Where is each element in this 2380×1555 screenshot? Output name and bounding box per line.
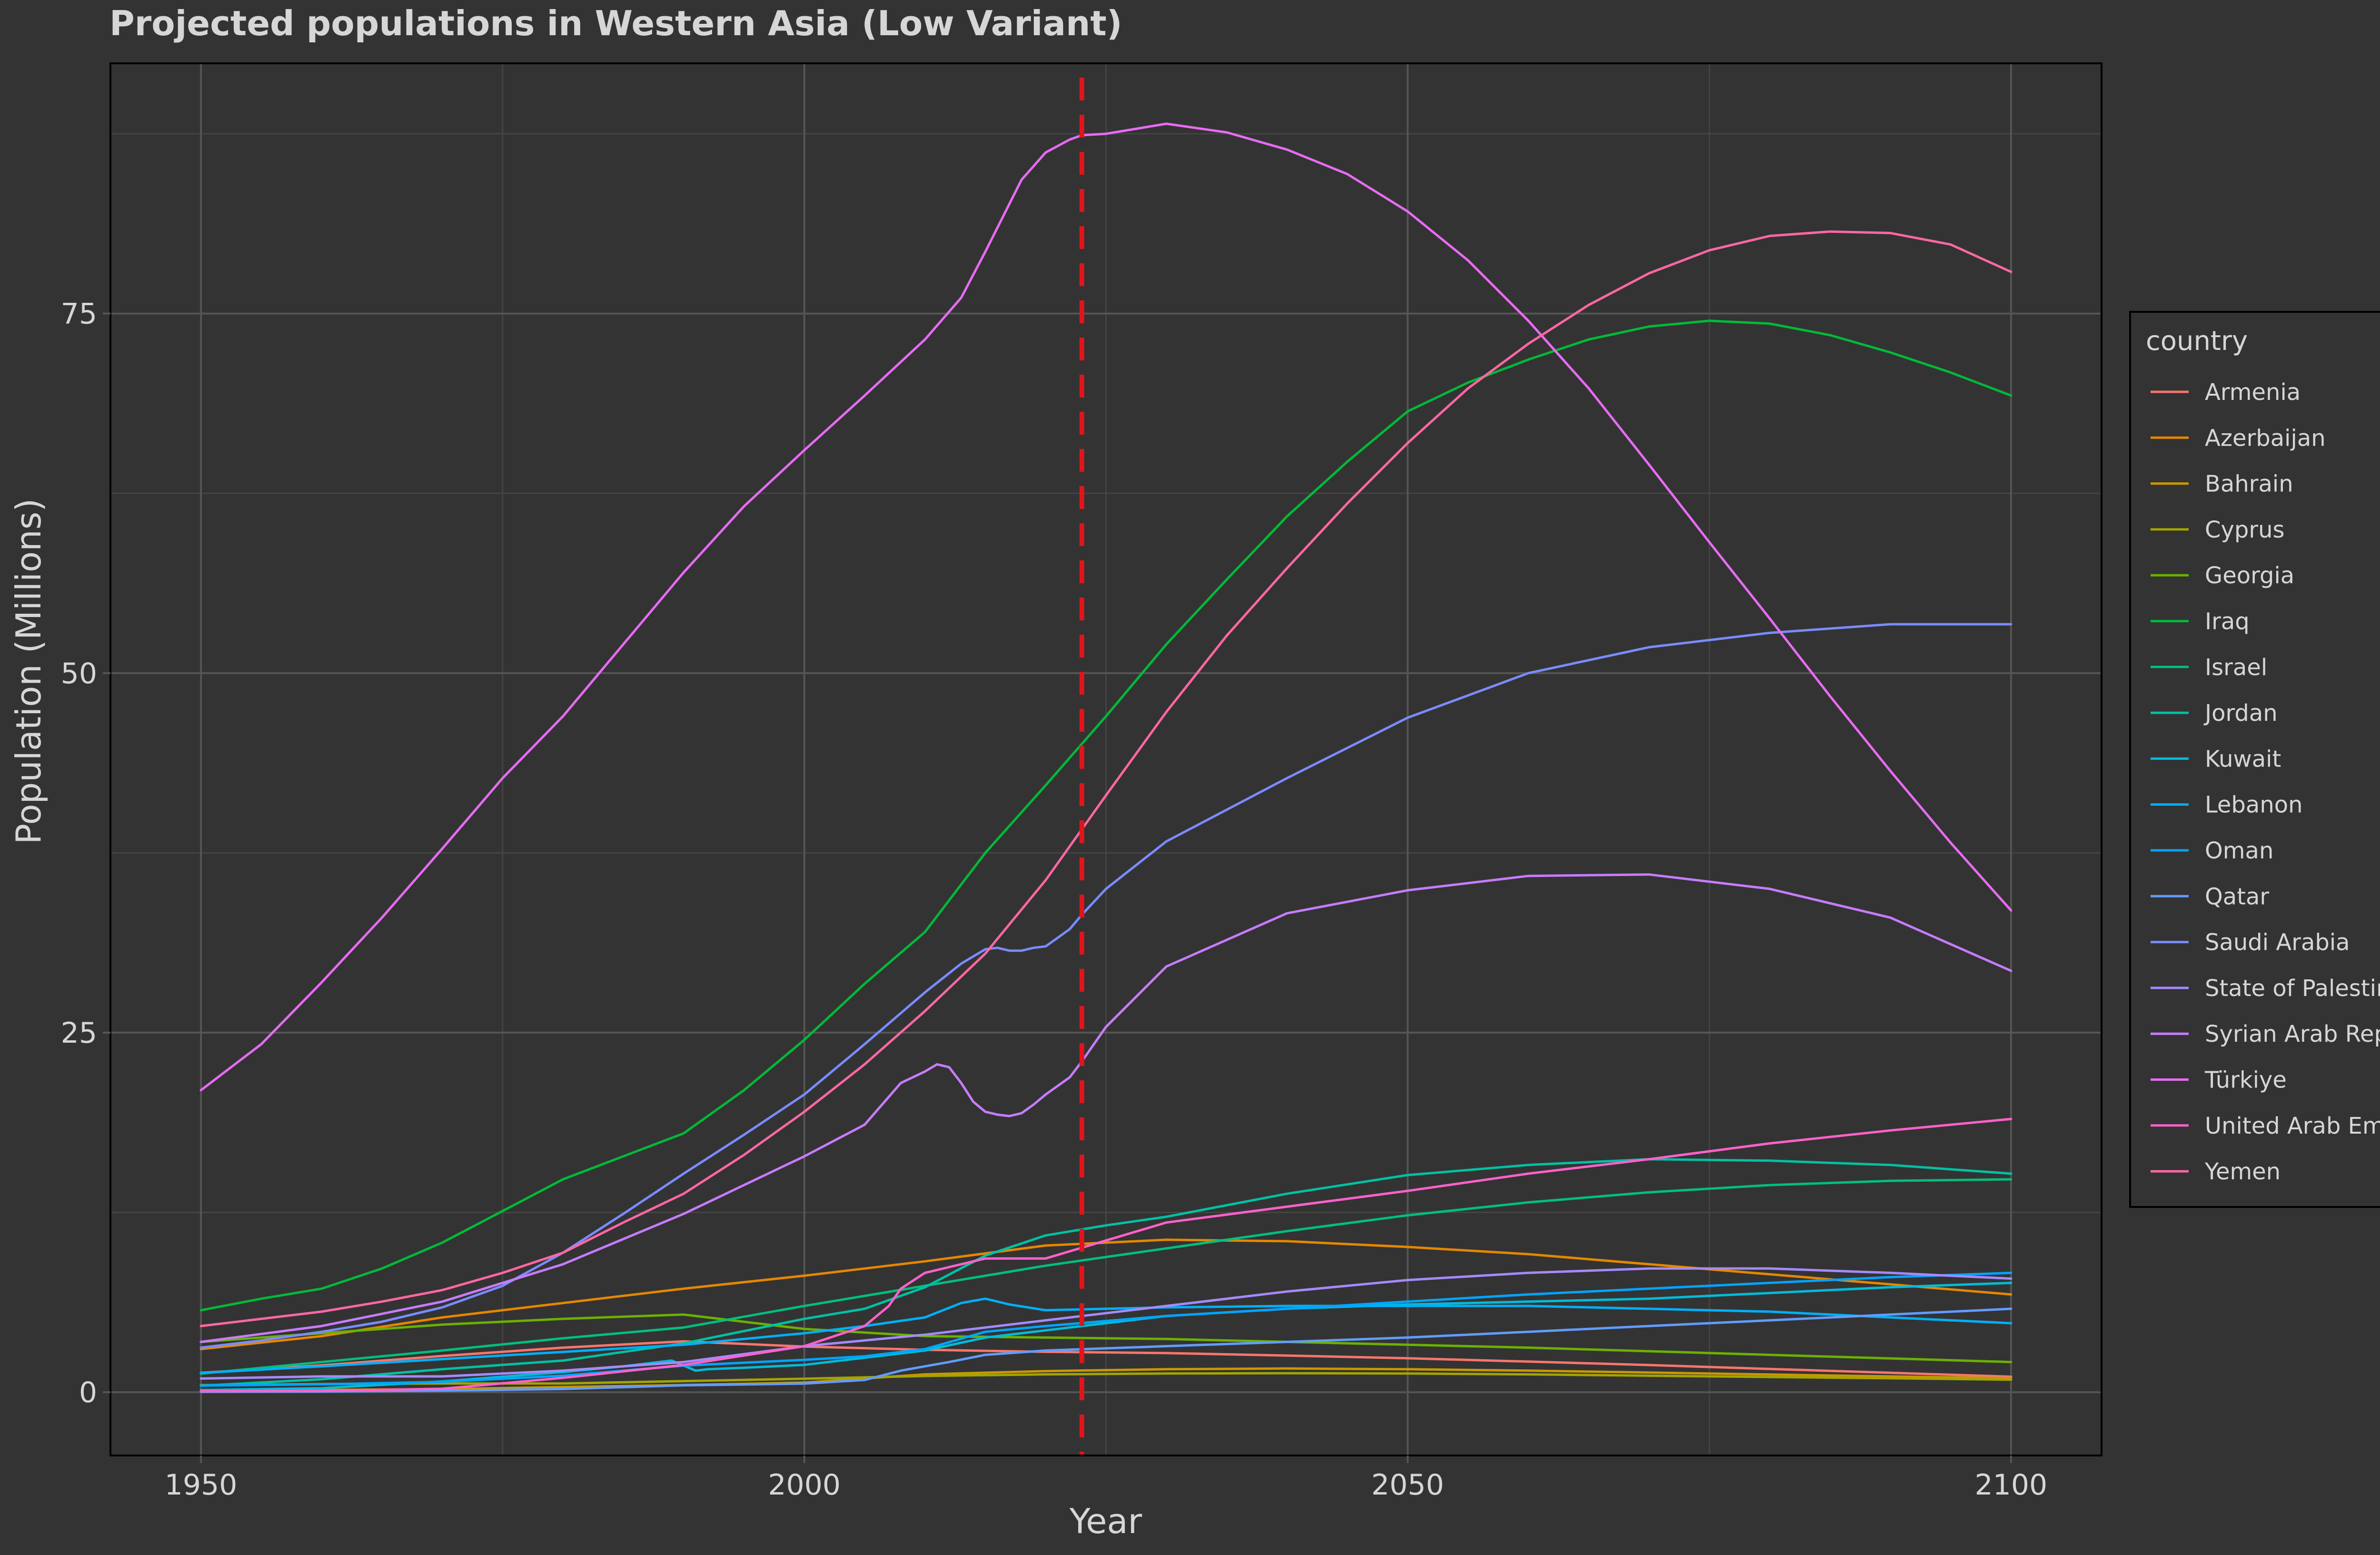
legend-label: United Arab Emirates <box>2205 1113 2380 1139</box>
x-axis-ticks: 1950 2000 2050 2100 <box>165 1455 2047 1502</box>
series-line-state-of-palestine <box>199 1267 2013 1380</box>
x-tick-label: 2050 <box>1371 1468 1444 1502</box>
major-gridlines <box>110 63 2102 1455</box>
legend-label: Israel <box>2205 654 2267 681</box>
legend-label: Lebanon <box>2205 792 2303 818</box>
legend-label: Yemen <box>2204 1158 2281 1185</box>
plot-panel-border <box>109 62 2102 1456</box>
x-tick-label: 2000 <box>768 1468 841 1502</box>
series-line-bahrain <box>199 1367 2013 1392</box>
series-line-georgia <box>199 1313 2013 1364</box>
x-tick-label: 1950 <box>165 1468 238 1502</box>
legend-label: Iraq <box>2205 608 2250 635</box>
y-tick-label: 0 <box>79 1376 97 1409</box>
legend: country Armenia Azerbaijan Bahrain Cyprus Ge… <box>2129 311 2380 1208</box>
legend-label: Oman <box>2205 837 2273 864</box>
series-line-lebanon <box>199 1297 2013 1375</box>
legend-label: Jordan <box>2203 700 2278 727</box>
series-line-t-rkiye <box>199 122 2013 1092</box>
legend-label: Georgia <box>2205 562 2294 589</box>
series-line-armenia <box>199 1340 2013 1378</box>
series-line-israel <box>199 1178 2013 1375</box>
series-lines <box>199 122 2013 1393</box>
legend-label: Azerbaijan <box>2205 425 2326 451</box>
y-axis-label: Population (Millions) <box>9 498 49 845</box>
series-line-iraq <box>199 319 2013 1312</box>
y-axis-ticks: 0 25 50 75 <box>61 298 110 1409</box>
series-line-syrian-arab-republic <box>199 873 2013 1343</box>
legend-label: State of Palestine <box>2205 975 2380 1002</box>
y-tick-label: 25 <box>61 1017 97 1050</box>
legend-label: Armenia <box>2205 379 2301 406</box>
legend-title: country <box>2146 326 2248 357</box>
legend-label: Türkiye <box>2204 1067 2287 1094</box>
legend-label: Saudi Arabia <box>2205 929 2350 956</box>
x-tick-label: 2100 <box>1975 1468 2048 1502</box>
y-tick-label: 75 <box>61 298 97 331</box>
y-tick-label: 50 <box>61 657 97 690</box>
x-axis-label: Year <box>1069 1501 1142 1541</box>
legend-label: Kuwait <box>2205 746 2281 772</box>
legend-label: Syrian Arab Republic <box>2205 1021 2380 1047</box>
chart-title: Projected populations in Western Asia (L… <box>109 3 1122 43</box>
legend-label: Cyprus <box>2205 517 2285 543</box>
series-line-yemen <box>199 230 2013 1327</box>
legend-items: Armenia Azerbaijan Bahrain Cyprus Georgia Ira… <box>2151 379 2380 1185</box>
legend-label: Qatar <box>2205 883 2269 910</box>
legend-label: Bahrain <box>2205 471 2293 498</box>
series-line-qatar <box>199 1307 2013 1393</box>
series-line-oman <box>199 1271 2013 1387</box>
series-line-united-arab-emirates <box>199 1117 2013 1393</box>
